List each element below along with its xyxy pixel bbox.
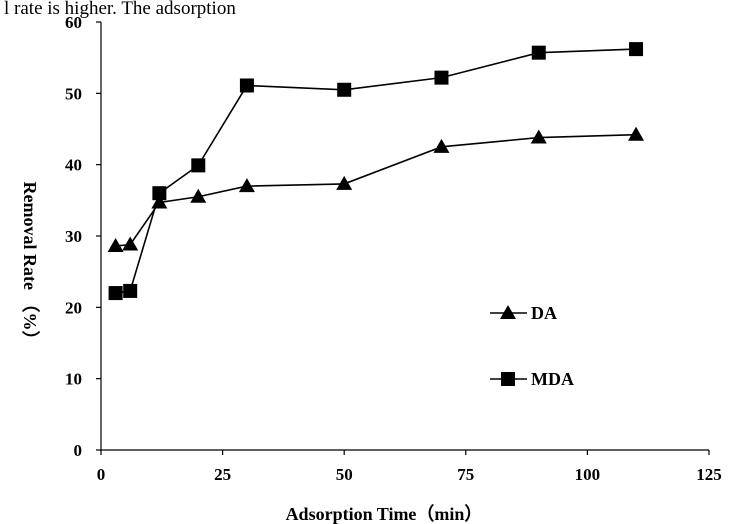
data-point-mda — [629, 42, 644, 57]
x-axis-title: Adsorption Time（min） — [286, 504, 483, 524]
y-axis-title: Removal Rate （%） — [20, 182, 40, 349]
data-point-da — [433, 138, 450, 153]
y-ticks: 0 10 20 30 40 50 60 — [65, 13, 101, 460]
data-point-mda — [434, 70, 449, 85]
legend-label: DA — [531, 303, 557, 323]
x-tick-label: 125 — [696, 465, 722, 484]
series-da — [107, 126, 645, 252]
data-point-da — [628, 126, 645, 141]
x-ticks: 0 25 50 75 100 125 — [97, 450, 722, 484]
series-line-da — [115, 133, 637, 247]
data-point-mda — [108, 286, 123, 301]
data-point-mda — [337, 82, 352, 97]
x-tick-label: 50 — [336, 465, 353, 484]
data-point-da — [238, 178, 255, 193]
data-point-mda — [123, 283, 138, 298]
data-point-da — [107, 237, 124, 252]
y-tick-label: 10 — [65, 370, 82, 389]
data-point-mda — [152, 186, 167, 201]
data-point-mda — [239, 78, 254, 93]
x-tick-label: 0 — [97, 465, 106, 484]
series-layer — [107, 42, 645, 301]
data-point-da — [336, 175, 353, 190]
legend-label: MDA — [531, 369, 574, 389]
x-tick-label: 100 — [575, 465, 601, 484]
y-tick-label: 60 — [65, 13, 82, 32]
data-point-mda — [531, 45, 546, 60]
y-tick-label: 30 — [65, 227, 82, 246]
y-tick-label: 0 — [74, 441, 83, 460]
y-tick-label: 40 — [65, 156, 82, 175]
data-point-da — [122, 236, 139, 251]
legend: DA MDA — [490, 303, 574, 389]
series-mda — [108, 42, 644, 301]
x-tick-label: 75 — [457, 465, 474, 484]
partial-header-text: l rate is higher. The adsorption — [4, 0, 236, 19]
y-tick-label: 50 — [65, 84, 82, 103]
legend-marker-mda — [501, 372, 515, 386]
data-point-mda — [191, 158, 206, 173]
data-point-da — [190, 188, 207, 203]
legend-marker-da — [500, 305, 516, 319]
x-tick-label: 25 — [214, 465, 231, 484]
data-point-da — [530, 129, 547, 144]
y-tick-label: 20 — [65, 298, 82, 317]
axes — [100, 22, 709, 451]
